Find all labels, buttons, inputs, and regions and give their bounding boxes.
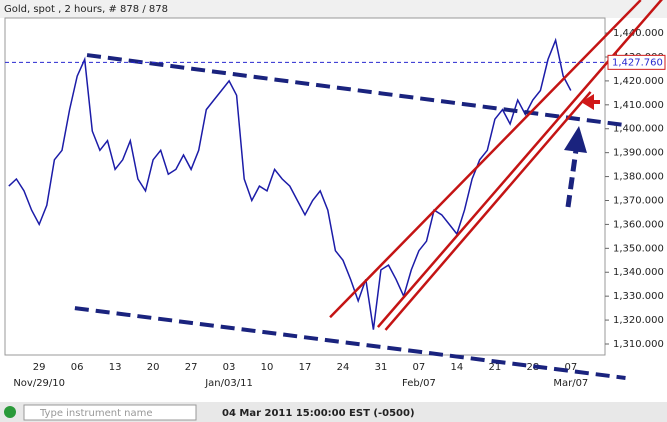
x-tick-label: 06 [71, 362, 84, 373]
x-tick-label: 20 [147, 362, 160, 373]
last-price-box [607, 54, 666, 70]
trendline [384, 91, 592, 331]
x-tick-label: 07 [564, 362, 577, 373]
x-major-label: Mar/07 [553, 378, 588, 389]
y-tick-label: 1,360.000 [613, 219, 664, 230]
x-tick-label: 10 [261, 362, 274, 373]
trendline [329, 0, 642, 319]
annotation-arrow [565, 149, 579, 208]
last-price-label: 1,427.760 [612, 57, 663, 68]
y-tick-label: 1,380.000 [613, 172, 664, 183]
y-tick-label: 1,330.000 [613, 291, 664, 302]
status-text: 04 Mar 2011 15:00:00 EST (-0500) [222, 408, 415, 419]
x-major-label: Nov/29/10 [13, 378, 65, 389]
annotation-arrowhead [564, 126, 587, 153]
trendline [376, 0, 663, 328]
x-tick-label: 28 [526, 362, 539, 373]
x-tick-label: 21 [489, 362, 502, 373]
y-tick-label: 1,320.000 [613, 315, 664, 326]
y-tick-label: 1,370.000 [613, 195, 664, 206]
x-tick-label: 27 [185, 362, 198, 373]
y-tick-label: 1,350.000 [613, 243, 664, 254]
plot-area [4, 17, 606, 356]
y-tick-label: 1,410.000 [613, 100, 664, 111]
x-tick-label: 07 [413, 362, 426, 373]
search-box[interactable] [23, 404, 197, 421]
header-bar [0, 0, 667, 18]
y-tick-label: 1,340.000 [613, 267, 664, 278]
x-tick-label: 14 [451, 362, 464, 373]
x-tick-label: 13 [109, 362, 122, 373]
y-tick-label: 1,440.000 [613, 28, 664, 39]
status-icon [4, 406, 16, 418]
search-placeholder[interactable]: Type instrument name [39, 408, 153, 419]
y-tick-label: 1,420.000 [613, 76, 664, 87]
x-tick-label: 31 [375, 362, 388, 373]
x-tick-label: 24 [337, 362, 350, 373]
chart-header: Gold, spot , 2 hours, # 878 / 878 [4, 4, 168, 15]
x-tick-label: 03 [223, 362, 236, 373]
trendline [86, 53, 626, 128]
x-major-label: Jan/03/11 [204, 378, 253, 389]
x-tick-label: 29 [33, 362, 46, 373]
trendline [74, 306, 626, 380]
y-tick-label: 1,390.000 [613, 148, 664, 159]
x-major-label: Feb/07 [402, 378, 436, 389]
y-tick-label: 1,400.000 [613, 124, 664, 135]
annotation-arrowhead [581, 94, 594, 110]
y-tick-label: 1,310.000 [613, 339, 664, 350]
x-tick-label: 17 [299, 362, 312, 373]
